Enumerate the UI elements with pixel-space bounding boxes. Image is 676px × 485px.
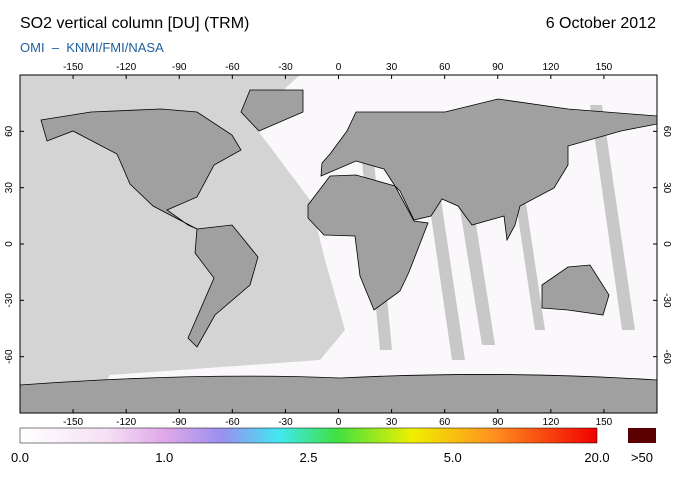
lon-label-bottom: 0 [336,417,342,428]
lon-label-bottom: -90 [172,417,187,428]
lon-label-bottom: 90 [492,417,504,428]
lon-label-bottom: 120 [542,417,559,428]
lat-label-right: 60 [661,126,672,138]
land [20,89,657,413]
colorbar [19,427,598,444]
lon-label-top: -30 [278,62,293,73]
lat-label-left: -60 [4,349,15,364]
lon-label-top: 60 [439,62,451,73]
lat-label-left: 30 [4,182,15,194]
colorbar-overflow-label: >50 [631,450,653,465]
lat-label-right: -30 [661,293,672,308]
lat-label-left: 0 [4,241,15,247]
lat-label-right: 30 [661,182,672,194]
colorbar-label: 20.0 [584,450,609,465]
lon-label-bottom: 150 [596,417,613,428]
title: SO2 vertical column [DU] (TRM) [20,15,249,32]
lat-label-right: -60 [661,349,672,364]
lon-label-top: -90 [172,62,187,73]
lat-label-left: 60 [4,125,15,137]
lon-label-bottom: -30 [278,417,293,428]
lon-label-top: 0 [336,62,342,73]
date: 6 October 2012 [546,15,656,32]
lon-label-top: 150 [596,62,613,73]
lon-label-top: 90 [492,62,504,73]
colorbar-label: 2.5 [299,450,317,465]
lon-label-top: -60 [225,62,240,73]
lon-label-bottom: -150 [63,417,83,428]
subtitle: OMI – KNMI/FMI/NASA [20,40,164,55]
map [20,75,657,413]
colorbar-overflow [628,428,656,443]
colorbar-label: 1.0 [155,450,173,465]
lon-label-top: -120 [116,62,136,73]
lon-label-top: 120 [542,62,559,73]
lat-label-left: -30 [4,293,15,308]
lon-label-bottom: 30 [386,417,398,428]
colorbar-label: 5.0 [444,450,462,465]
lat-label-right: 0 [661,241,672,247]
lon-label-bottom: -120 [116,417,136,428]
lon-label-top: -150 [63,62,83,73]
colorbar-label: 0.0 [11,450,29,465]
lon-label-top: 30 [386,62,398,73]
lon-label-bottom: 60 [439,417,451,428]
lon-label-bottom: -60 [225,417,240,428]
